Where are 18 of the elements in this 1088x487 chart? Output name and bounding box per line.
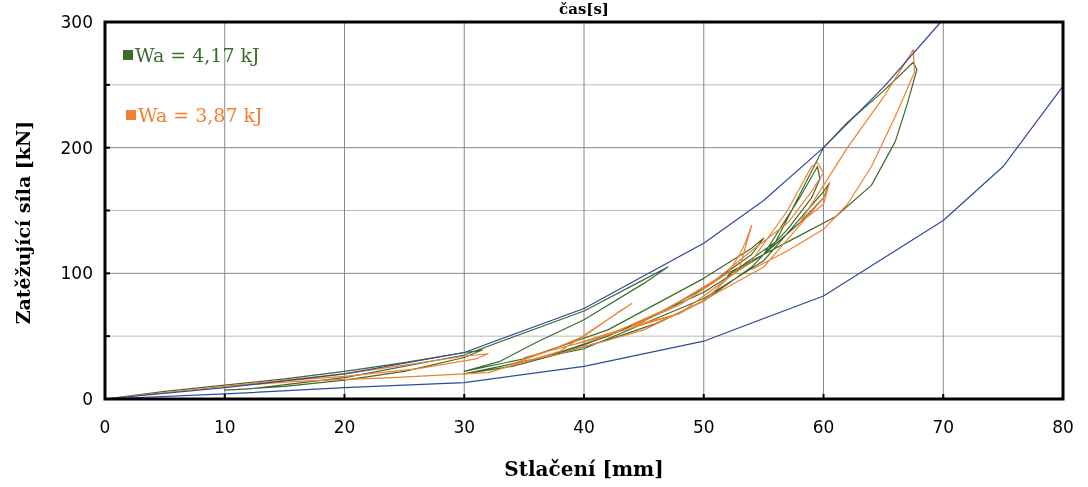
- x-tick-label: 70: [932, 417, 955, 437]
- y-tick-label: 300: [60, 11, 93, 32]
- x-tick-label: 50: [692, 417, 715, 437]
- y-tick-label: 0: [82, 388, 93, 409]
- x-tick-label: 40: [573, 417, 595, 437]
- x-tick-label: 10: [213, 417, 236, 437]
- y-axis-title: Zatěžující síla [kN]: [12, 120, 34, 325]
- x-tick-label: 0: [99, 417, 111, 437]
- legend-label: Wa = 3,87 kJ: [138, 104, 263, 126]
- chart-title: čas[s]: [559, 0, 609, 18]
- x-tick-label: 80: [1052, 417, 1074, 437]
- x-tick-label: 20: [333, 417, 356, 437]
- legend-label: Wa = 4,17 kJ: [135, 44, 260, 66]
- x-axis-title: Stlačení [mm]: [504, 457, 664, 481]
- y-tick-label: 100: [60, 263, 93, 284]
- x-tick-label: 30: [453, 417, 476, 437]
- x-tick-label: 60: [812, 417, 835, 437]
- y-tick-label: 200: [60, 137, 93, 158]
